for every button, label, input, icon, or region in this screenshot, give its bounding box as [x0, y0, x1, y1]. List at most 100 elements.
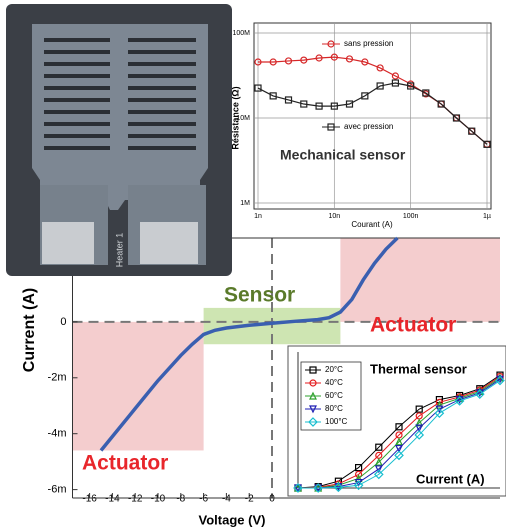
marker: [376, 64, 384, 72]
thermal-chart: 20°C 40°C 60°C 80°C 100°C Thermal sensor Curre…: [287, 345, 506, 497]
marker: [391, 72, 400, 80]
marker: [308, 417, 318, 427]
region-label: Sensor: [224, 284, 295, 307]
region-label: Actuator: [82, 452, 168, 475]
x-tick-label: -6: [199, 494, 208, 505]
marker: [309, 366, 317, 374]
marker: [361, 58, 369, 66]
marker: [374, 465, 383, 474]
marker: [330, 102, 338, 110]
x-axis-title: Current (A): [416, 471, 485, 486]
marker: [353, 480, 364, 491]
legend-label: avec pression: [344, 122, 393, 131]
x-tick-label: -12: [128, 494, 143, 505]
x-tick-label: -4: [222, 494, 231, 505]
marker: [355, 470, 363, 478]
photo-label: Heater 1: [114, 233, 124, 268]
marker: [327, 123, 335, 131]
marker: [284, 96, 293, 104]
marker: [284, 57, 293, 65]
marker: [452, 114, 461, 122]
x-tick-label: -8: [176, 494, 185, 505]
x-tick-label: -16: [82, 494, 97, 505]
y-axis-title: Current (A): [21, 288, 38, 372]
y-tick-label: -4m: [48, 428, 67, 440]
series-line: [257, 82, 488, 145]
y-tick-label: 0: [60, 316, 66, 328]
series-line: [298, 380, 501, 489]
marker: [327, 40, 335, 48]
legend-label: 60°C: [325, 391, 343, 400]
device-photo: Heater 1: [6, 4, 232, 276]
y-tick-label: 100M: [232, 30, 250, 37]
marker: [373, 469, 384, 480]
region: [72, 321, 204, 451]
marker: [407, 82, 415, 90]
y-tick-label: 1M: [240, 200, 250, 207]
marker: [254, 84, 262, 92]
contact-pad: [42, 222, 94, 264]
marker: [300, 56, 308, 64]
marker: [437, 100, 445, 108]
marker: [293, 483, 303, 493]
marker: [422, 89, 430, 97]
marker: [395, 423, 403, 431]
marker: [495, 375, 505, 386]
marker: [330, 53, 338, 61]
marker: [374, 457, 383, 466]
x-tick-label: 1n: [254, 213, 262, 220]
heater-comb: [44, 38, 196, 150]
marker: [309, 391, 317, 400]
marker: [309, 379, 317, 387]
x-axis-title: Voltage (V): [199, 512, 266, 527]
marker: [414, 430, 425, 440]
legend-label: sans pression: [344, 39, 393, 48]
contact-pad: [140, 222, 198, 264]
legend-label: 20°C: [325, 365, 343, 374]
marker: [474, 389, 485, 400]
series-line: [297, 374, 501, 489]
marker: [313, 483, 324, 493]
x-tick-label: -10: [151, 494, 166, 505]
marker: [391, 79, 400, 87]
chip-body: [32, 24, 208, 210]
series-line: [99, 236, 399, 452]
legend-label: 40°C: [325, 378, 343, 387]
series-line: [297, 376, 501, 489]
marker: [315, 102, 323, 110]
legend-label: 80°C: [325, 404, 343, 413]
marker: [394, 450, 404, 461]
marker: [395, 437, 403, 446]
region-label: Actuator: [370, 314, 456, 337]
marker: [309, 405, 317, 414]
marker: [415, 424, 424, 433]
x-tick-label: 0: [269, 494, 275, 505]
y-axis-title: Résistance (Ω): [230, 86, 240, 149]
x-tick-label: 10n: [328, 213, 340, 220]
marker: [375, 443, 383, 451]
marker: [435, 400, 444, 409]
marker: [300, 100, 308, 108]
marker: [269, 58, 277, 66]
annotation: Mechanical sensor: [280, 147, 406, 163]
marker: [361, 92, 369, 100]
marker: [454, 396, 465, 406]
marker: [345, 55, 354, 63]
x-tick-label: -2: [245, 494, 254, 505]
marker: [345, 100, 354, 108]
marker: [483, 140, 491, 148]
marker: [434, 408, 445, 419]
annotation: Thermal sensor: [370, 361, 467, 376]
marker: [415, 405, 423, 413]
legend-label: 100°C: [325, 417, 348, 426]
marker: [269, 92, 277, 100]
plot-frame: [253, 22, 492, 210]
y-tick-label: -6m: [48, 484, 67, 496]
x-tick-label: 100n: [403, 213, 419, 220]
marker: [376, 82, 384, 90]
marker: [315, 54, 323, 62]
marker: [254, 58, 262, 66]
marker: [435, 405, 444, 414]
series-line: [298, 377, 501, 489]
